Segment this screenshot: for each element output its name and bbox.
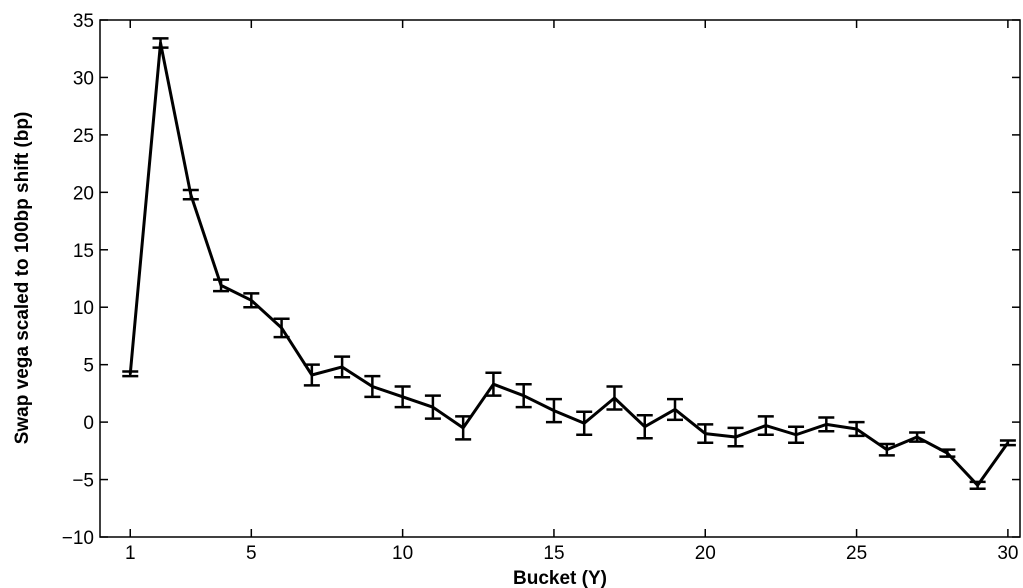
- error-bars: [122, 37, 1016, 490]
- y-tick-label: −10: [62, 528, 94, 549]
- y-tick-label: 0: [83, 413, 94, 434]
- plot-frame: [99, 19, 1021, 538]
- y-tick-label: 20: [73, 183, 94, 204]
- y-tick-label: 10: [73, 298, 94, 319]
- x-tick-label: 5: [246, 543, 257, 564]
- x-tick-label: 1: [125, 543, 136, 564]
- y-tick-label: 30: [73, 68, 94, 89]
- x-axis-label: Bucket (Y): [513, 568, 607, 588]
- series-line: [128, 41, 1010, 487]
- x-tick-label: 15: [543, 543, 564, 564]
- y-tick-label: 25: [73, 126, 94, 147]
- x-tick-label: 10: [392, 543, 413, 564]
- x-tick-label: 25: [846, 543, 867, 564]
- x-tick-label: 30: [997, 543, 1018, 564]
- y-tick-label: 35: [73, 11, 94, 32]
- x-tick-label: 20: [695, 543, 716, 564]
- ticks: [100, 19, 1020, 538]
- y-tick-label: 5: [83, 356, 94, 377]
- y-tick-label: 15: [73, 241, 94, 262]
- y-axis-label: Swap vega scaled to 100bp shift (bp): [12, 112, 33, 445]
- y-tick-label: −5: [72, 471, 94, 492]
